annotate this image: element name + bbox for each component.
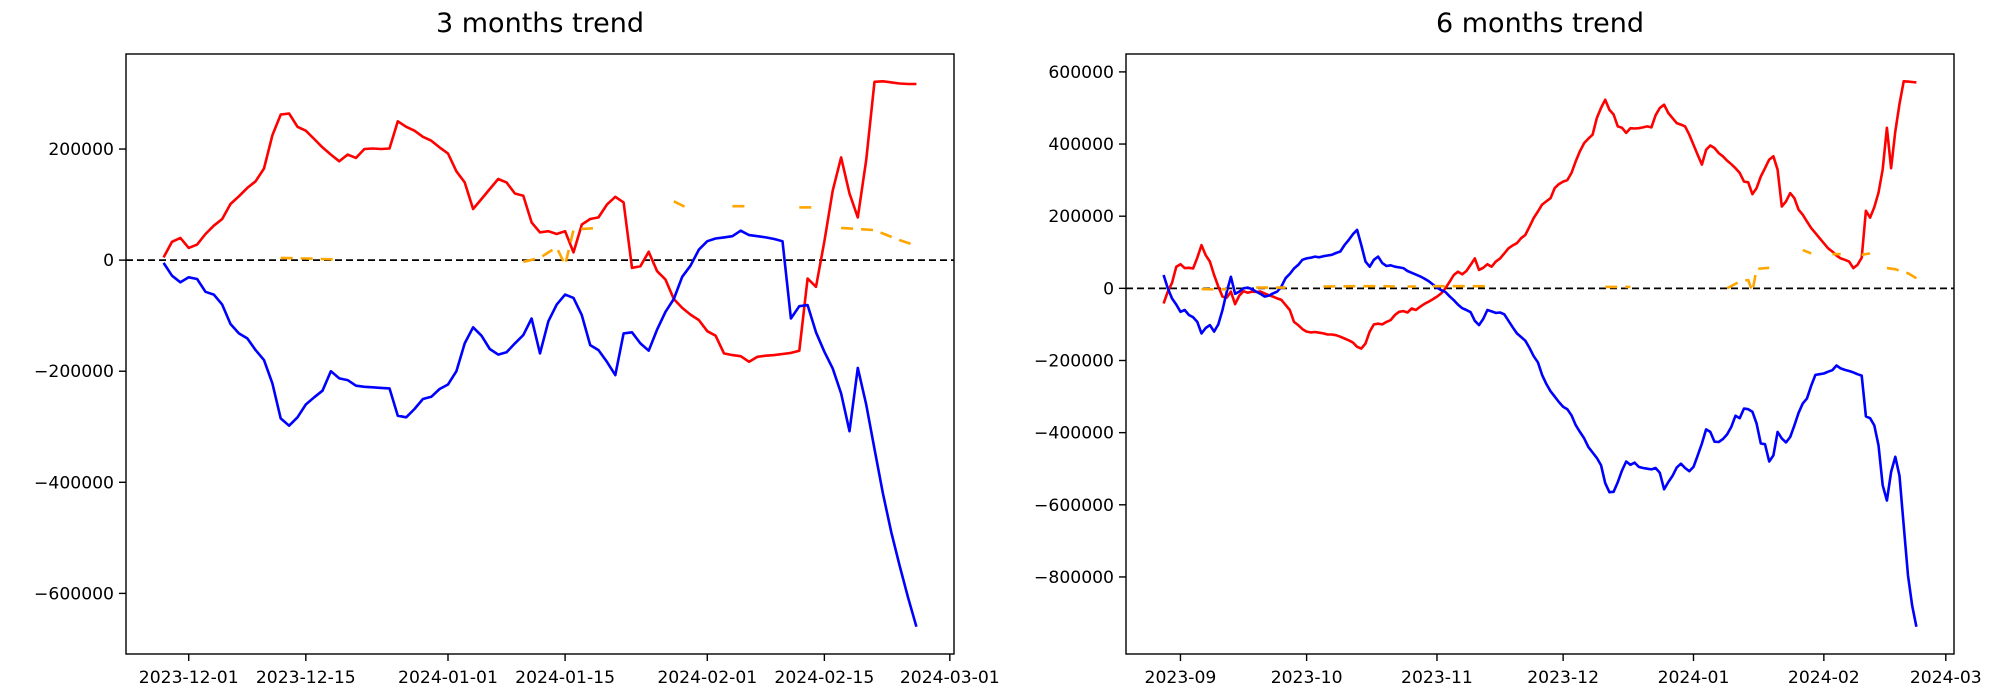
series-line-orange-dashed-series bbox=[280, 256, 340, 261]
y-tick-label: 0 bbox=[1103, 279, 1114, 299]
series-line-red-series bbox=[162, 80, 917, 364]
x-tick-label: 2024-02 bbox=[1788, 668, 1860, 688]
x-tick-label: 2024-02-15 bbox=[774, 668, 874, 688]
series-line-orange-dashed-series bbox=[1861, 252, 1871, 257]
x-tick-label: 2024-01 bbox=[1658, 668, 1730, 688]
x-tick-label: 2023-12 bbox=[1527, 668, 1599, 688]
y-tick-label: −400000 bbox=[1034, 424, 1114, 444]
plot-area-3-months: 200000 0 −200000 −400000 −600000 2023-12-01 20… bbox=[34, 53, 1000, 688]
series-line-red-series bbox=[1162, 80, 1917, 350]
plot-border bbox=[1125, 53, 1955, 655]
series-line-orange-dashed-series bbox=[673, 200, 692, 211]
series-line-orange-dashed-series bbox=[1802, 248, 1812, 255]
y-tick-label: 200000 bbox=[48, 140, 114, 160]
x-tick-label: 2024-03 bbox=[1910, 668, 1982, 688]
x-tick-label: 2023-12-01 bbox=[139, 668, 239, 688]
chart-title: 6 months trend bbox=[1436, 8, 1644, 39]
series-line-orange-dashed-series bbox=[841, 226, 917, 247]
x-tick-label: 2023-10 bbox=[1271, 668, 1343, 688]
chart-3-months-trend: 3 months trend 200000 0 −200000 −400000 −600… bbox=[34, 8, 1000, 688]
y-tick-label: −800000 bbox=[1034, 568, 1114, 588]
y-tick-label: 0 bbox=[103, 251, 114, 271]
chart-6-months-trend: 6 months trend 600000 400000 200000 0 −20000… bbox=[1000, 0, 2000, 700]
y-tick-label: −600000 bbox=[34, 584, 114, 604]
x-tick-label: 2024-03-01 bbox=[900, 668, 1000, 688]
y-tick-label: −400000 bbox=[34, 473, 114, 493]
y-tick-label: 600000 bbox=[1048, 63, 1114, 83]
x-tick-label: 2023-11 bbox=[1401, 668, 1473, 688]
chart-title: 3 months trend bbox=[436, 8, 644, 39]
x-tick-label: 2023-12-15 bbox=[256, 668, 356, 688]
x-tick-label: 2024-01-15 bbox=[515, 668, 615, 688]
y-tick-label: −200000 bbox=[34, 362, 114, 382]
series-line-orange-dashed-series bbox=[1886, 266, 1918, 280]
x-tick-label: 2024-02-01 bbox=[657, 668, 757, 688]
plot-area-6-months: 600000 400000 200000 0 −200000 −400000 −600000… bbox=[1034, 53, 1982, 688]
y-tick-label: 200000 bbox=[1048, 207, 1114, 227]
x-tick-label: 2024-01-01 bbox=[398, 668, 498, 688]
y-tick-label: 400000 bbox=[1048, 135, 1114, 155]
plot-border bbox=[125, 53, 955, 655]
x-tick-label: 2023-09 bbox=[1145, 668, 1217, 688]
y-tick-label: −200000 bbox=[1034, 351, 1114, 371]
series-line-blue-series bbox=[1162, 228, 1918, 627]
y-tick-label: −600000 bbox=[1034, 496, 1114, 516]
series-line-blue-series bbox=[162, 229, 918, 628]
series-line-orange-dashed-series bbox=[523, 226, 599, 267]
series-line-orange-dashed-series bbox=[1726, 266, 1770, 293]
